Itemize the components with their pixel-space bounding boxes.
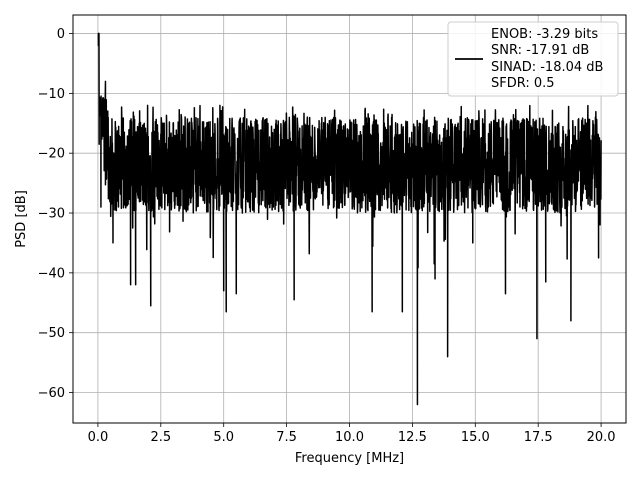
- y-axis-label: PSD [dB]: [14, 190, 29, 248]
- x-tick-label: 2.5: [150, 430, 171, 445]
- x-tick-label: 12.5: [398, 430, 427, 445]
- y-tick-label: −30: [38, 207, 65, 222]
- x-tick-label: 15.0: [461, 430, 490, 445]
- legend-box: [447, 21, 619, 97]
- y-tick-label: −20: [38, 147, 65, 162]
- y-tick-label: 0: [57, 27, 65, 42]
- y-tick-label: −50: [38, 326, 65, 341]
- y-tick-label: −10: [38, 87, 65, 102]
- legend-entry-snr: SNR: -17.91 dB: [491, 43, 589, 58]
- x-tick-label: 5.0: [213, 430, 234, 445]
- y-tick-label: −60: [38, 386, 65, 401]
- x-tick-label: 20.0: [587, 430, 616, 445]
- x-tick-label: 10.0: [335, 430, 364, 445]
- x-tick-label: 7.5: [276, 430, 297, 445]
- x-axis-label: Frequency [MHz]: [295, 451, 404, 466]
- legend-entry-sinad: SINAD: -18.04 dB: [491, 60, 603, 75]
- x-tick-label: 17.5: [524, 430, 553, 445]
- x-tick-label: 0.0: [88, 430, 109, 445]
- x-axis-ticks: 0.0 2.5 5.0 7.5 10.0 12.5 15.0 17.5 20.0: [88, 423, 616, 445]
- psd-trace: [97, 32, 602, 406]
- legend-entry-enob: ENOB: -3.29 bits: [491, 27, 598, 42]
- legend: ENOB: -3.29 bits SNR: -17.91 dB SINAD: -…: [447, 21, 619, 97]
- y-tick-label: −40: [38, 266, 65, 281]
- plot-area: [97, 32, 602, 406]
- y-axis-ticks: 0 −10 −20 −30 −40 −50 −60: [38, 27, 73, 401]
- legend-entry-sfdr: SFDR: 0.5: [491, 76, 555, 91]
